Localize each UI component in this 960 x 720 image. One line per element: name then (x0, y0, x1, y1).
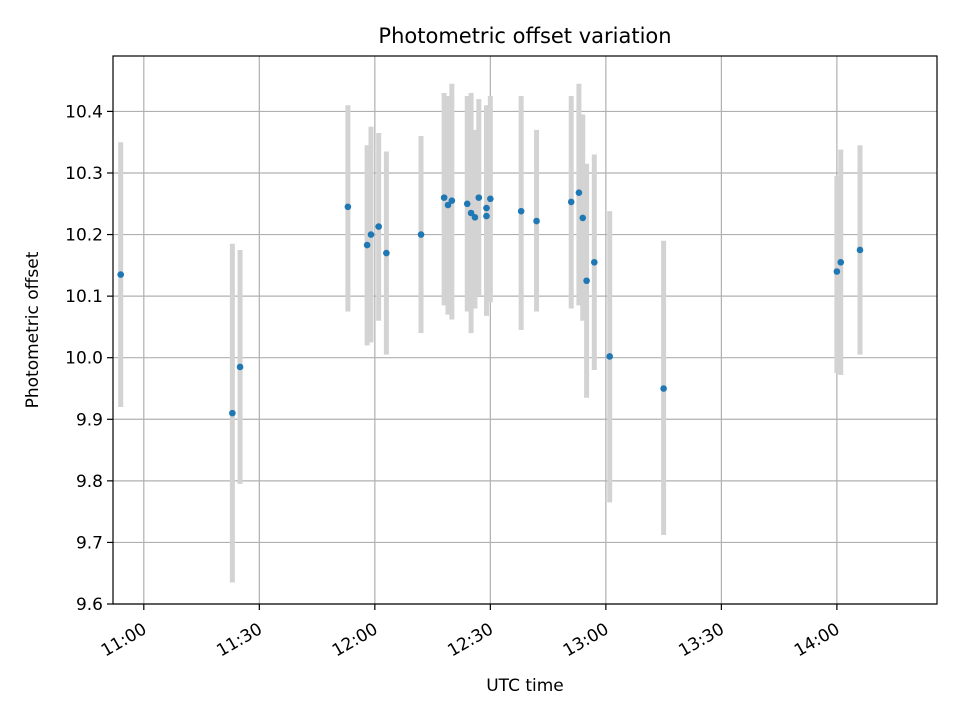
data-point (375, 223, 382, 230)
y-tick-label: 10.3 (65, 164, 103, 184)
data-point (517, 207, 525, 215)
data-point (606, 353, 614, 360)
data-point (444, 201, 452, 209)
data-point (583, 277, 590, 285)
x-axis-label: UTC time (486, 676, 564, 696)
data-point (567, 198, 575, 206)
data-point (229, 409, 236, 417)
data-point (591, 258, 598, 266)
data-point (833, 268, 841, 275)
data-point (363, 241, 371, 249)
y-tick-label: 9.8 (76, 472, 103, 492)
plot-frame (112, 55, 938, 605)
data-point (575, 189, 583, 196)
data-point (344, 203, 352, 211)
y-tick-label: 9.6 (76, 595, 103, 615)
data-point (471, 214, 479, 221)
data-point (236, 363, 244, 371)
chart-title: Photometric offset variation (378, 24, 671, 48)
data-point (487, 195, 494, 203)
data-point (383, 249, 390, 257)
data-point (417, 231, 425, 238)
y-tick-label: 10.2 (65, 226, 103, 246)
data-point (117, 271, 125, 278)
y-tick-label: 10.4 (65, 102, 103, 122)
data-point (856, 246, 864, 254)
data-point (448, 197, 456, 204)
data-point (483, 212, 490, 220)
data-point (837, 258, 845, 266)
data-point (463, 200, 471, 208)
data-point (579, 214, 587, 222)
y-tick-label: 9.9 (76, 410, 103, 430)
data-point (533, 217, 540, 225)
data-point (467, 209, 475, 217)
data-points (117, 189, 864, 417)
y-tick-label: 9.7 (76, 533, 103, 553)
data-point (660, 385, 667, 392)
data-point (440, 194, 448, 201)
y-tick-label: 10.0 (65, 349, 103, 369)
data-point (367, 231, 375, 238)
y-tick-label: 10.1 (65, 287, 103, 307)
data-point (483, 204, 490, 212)
data-point (475, 194, 483, 201)
y-axis-label: Photometric offset (23, 251, 43, 408)
